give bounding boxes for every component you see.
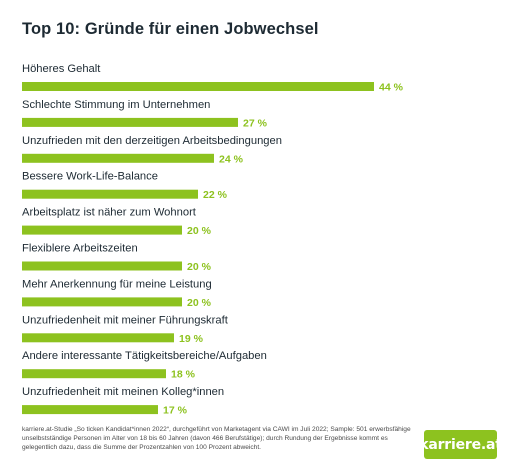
value-label: 22 %	[203, 189, 228, 201]
category-label: Mehr Anerkennung für meine Leistung	[22, 278, 212, 290]
bar	[22, 153, 214, 163]
value-label: 19 %	[179, 333, 204, 345]
value-label: 27 %	[243, 117, 268, 129]
bar	[22, 333, 174, 343]
bar	[22, 82, 374, 91]
bar	[22, 189, 198, 199]
bar	[22, 225, 182, 235]
value-label: 18 %	[171, 369, 196, 381]
category-label: Unzufriedenheit mit meiner Führungskraft	[22, 314, 229, 326]
bar	[22, 117, 238, 127]
value-label: 20 %	[187, 225, 212, 237]
value-label: 44 %	[379, 82, 404, 94]
karriere-logo: karriere.at	[419, 430, 502, 459]
value-label: 17 %	[163, 405, 188, 417]
source-note: karriere.at-Studie „So ticken Kandidat*i…	[22, 426, 411, 451]
bar	[22, 297, 182, 307]
category-label: Arbeitsplatz ist näher zum Wohnort	[22, 207, 197, 219]
value-label: 20 %	[187, 297, 212, 309]
category-label: Unzufrieden mit den derzeitigen Arbeitsb…	[22, 135, 282, 147]
category-label: Andere interessante Tätigkeitsbereiche/A…	[22, 350, 267, 362]
value-label: 20 %	[187, 261, 212, 273]
bar-chart: Höheres Gehalt 44 % Schlechte Stimmung im …	[22, 63, 404, 417]
category-label: Schlechte Stimmung im Unternehmen	[22, 99, 210, 111]
category-label: Flexiblere Arbeitszeiten	[22, 243, 138, 255]
value-label: 24 %	[219, 153, 244, 165]
chart-title: Top 10: Gründe für einen Jobwechsel	[22, 20, 319, 38]
category-label: Höheres Gehalt	[22, 63, 101, 75]
category-label: Bessere Work-Life-Balance	[22, 171, 158, 183]
bar	[22, 261, 182, 271]
bar	[22, 405, 158, 415]
bar	[22, 369, 166, 379]
category-label: Unzufriedenheit mit meinen Kolleg*innen	[22, 386, 224, 398]
